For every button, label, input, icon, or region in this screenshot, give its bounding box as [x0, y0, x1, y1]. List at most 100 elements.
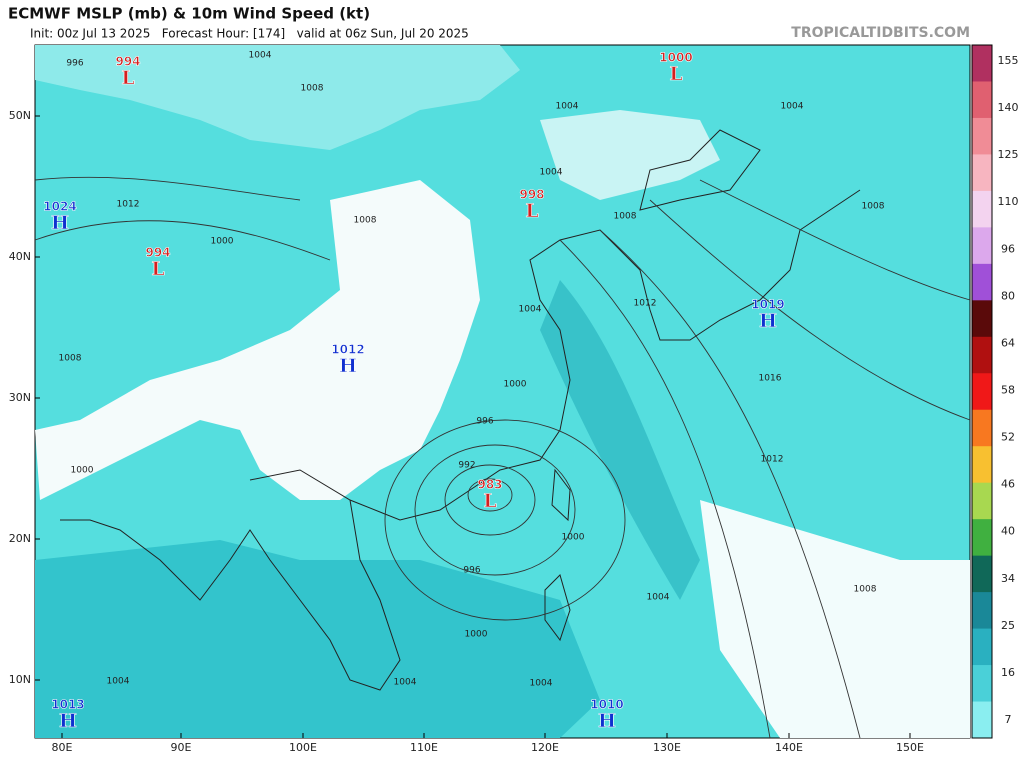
isobar-label: 1000: [71, 466, 94, 476]
center-pressure: 1000: [659, 51, 692, 65]
credit: TROPICALTIDBITS.COM: [791, 25, 970, 41]
colorbar-label: 155: [998, 54, 1019, 67]
center-pressure: 994: [115, 55, 140, 69]
center-letter: H: [59, 710, 77, 732]
center-pressure: 994: [145, 246, 170, 260]
colorbar-label: 110: [998, 195, 1019, 208]
colorbar-label: 34: [1001, 572, 1015, 585]
lon-label: 90E: [171, 741, 192, 754]
isobar-label: 1012: [761, 455, 784, 465]
center-letter: H: [51, 212, 69, 234]
isobar-label: 992: [458, 461, 475, 471]
colorbar-swatch: [972, 190, 992, 228]
colorbar-label: 46: [1001, 478, 1015, 491]
isobar-label: 1008: [354, 216, 377, 226]
lon-label: 150E: [896, 741, 924, 754]
colorbar-label: 16: [1001, 666, 1015, 679]
lat-label: 10N: [9, 673, 31, 686]
colorbar-swatch: [972, 555, 992, 593]
center-letter: L: [483, 490, 496, 512]
colorbar-swatch: [972, 227, 992, 265]
lon-label: 100E: [289, 741, 317, 754]
lon-label: 120E: [531, 741, 559, 754]
colorbar-swatch: [972, 482, 992, 520]
colorbar-label: 96: [1001, 242, 1015, 255]
colorbar-label: 7: [1005, 713, 1012, 726]
isobar-label: 1012: [117, 200, 140, 210]
colorbar-swatch: [972, 446, 992, 484]
colorbar-frame: [971, 44, 993, 739]
center-letter: L: [151, 258, 164, 280]
center-pressure: 1010: [590, 698, 623, 712]
colorbar-swatch: [972, 300, 992, 338]
colorbar-swatch: [972, 519, 992, 557]
isobar-label: 1004: [530, 679, 553, 689]
title: ECMWF MSLP (mb) & 10m Wind Speed (kt): [8, 5, 370, 23]
lat-label: 20N: [9, 532, 31, 545]
annotations: 50N 40N 30N 20N 10N 80E 90E 100E 110E 120E 130E 140…: [9, 50, 924, 754]
isobar-label: 1004: [647, 593, 670, 603]
isobar-label: 1004: [249, 51, 272, 61]
isobar-label: 1004: [556, 102, 579, 112]
subtitle: Init: 00z Jul 13 2025 Forecast Hour: [17…: [30, 27, 469, 41]
colorbar-swatch: [972, 263, 992, 301]
isobar-label: 1004: [519, 305, 542, 315]
isobar-label: 1000: [211, 237, 234, 247]
center-letter: L: [121, 67, 134, 89]
center-pressure: 1013: [51, 698, 84, 712]
colorbar-swatch: [972, 336, 992, 374]
colorbar-swatch: [972, 45, 992, 82]
lat-label: 40N: [9, 250, 31, 263]
lat-label: 50N: [9, 109, 31, 122]
center-letter: L: [669, 63, 682, 85]
colorbar-swatch: [972, 373, 992, 411]
isobar-label: 1004: [540, 168, 563, 178]
lon-label: 110E: [410, 741, 438, 754]
colorbar-swatch: [972, 117, 992, 155]
isobar-label: 1000: [504, 380, 527, 390]
colorbar: 155 140 125 110 96 80 64 58 52 46 40 34 25 16 7: [971, 44, 1019, 739]
isobar-label: 1008: [301, 84, 324, 94]
center-pressure: 1019: [751, 298, 784, 312]
isobar-label: 996: [66, 59, 83, 69]
isobar-label: 1000: [465, 630, 488, 640]
center-pressure: 1024: [43, 200, 76, 214]
center-letter: H: [598, 710, 616, 732]
lat-label: 30N: [9, 391, 31, 404]
colorbar-label: 25: [1001, 619, 1015, 632]
colorbar-label: 40: [1001, 525, 1015, 538]
isobar-label: 996: [463, 566, 480, 576]
colorbar-swatch: [972, 592, 992, 630]
center-pressure: 998: [519, 188, 544, 202]
lon-label: 130E: [653, 741, 681, 754]
colorbar-label: 64: [1001, 336, 1015, 349]
isobar-label: 1004: [107, 677, 130, 687]
isobar-label: 1000: [562, 533, 585, 543]
isobar-label: 1008: [59, 354, 82, 364]
colorbar-swatch: [972, 154, 992, 192]
lon-label: 80E: [52, 741, 73, 754]
colorbar-label: 125: [998, 148, 1019, 161]
isobar-label: 1008: [862, 202, 885, 212]
colorbar-label: 52: [1001, 431, 1015, 444]
colorbar-swatch: [972, 409, 992, 447]
colorbar-label: 140: [998, 101, 1019, 114]
center-letter: L: [525, 200, 538, 222]
colorbar-label: 58: [1001, 384, 1015, 397]
lon-label: 140E: [775, 741, 803, 754]
colorbar-swatch: [972, 628, 992, 666]
center-letter: H: [339, 355, 357, 377]
colorbar-label: 80: [1001, 289, 1015, 302]
colorbar-swatch: [972, 665, 992, 703]
center-pressure: 1012: [331, 343, 364, 357]
isobar-label: 1004: [394, 678, 417, 688]
isobar-label: 996: [476, 417, 493, 427]
colorbar-swatch: [972, 81, 992, 119]
map: [34, 44, 971, 739]
center-pressure: 983: [477, 478, 502, 492]
isobar-label: 1008: [614, 212, 637, 222]
isobar-label: 1012: [634, 299, 657, 309]
isobar-label: 1004: [781, 102, 804, 112]
isobar-label: 1016: [759, 374, 782, 384]
